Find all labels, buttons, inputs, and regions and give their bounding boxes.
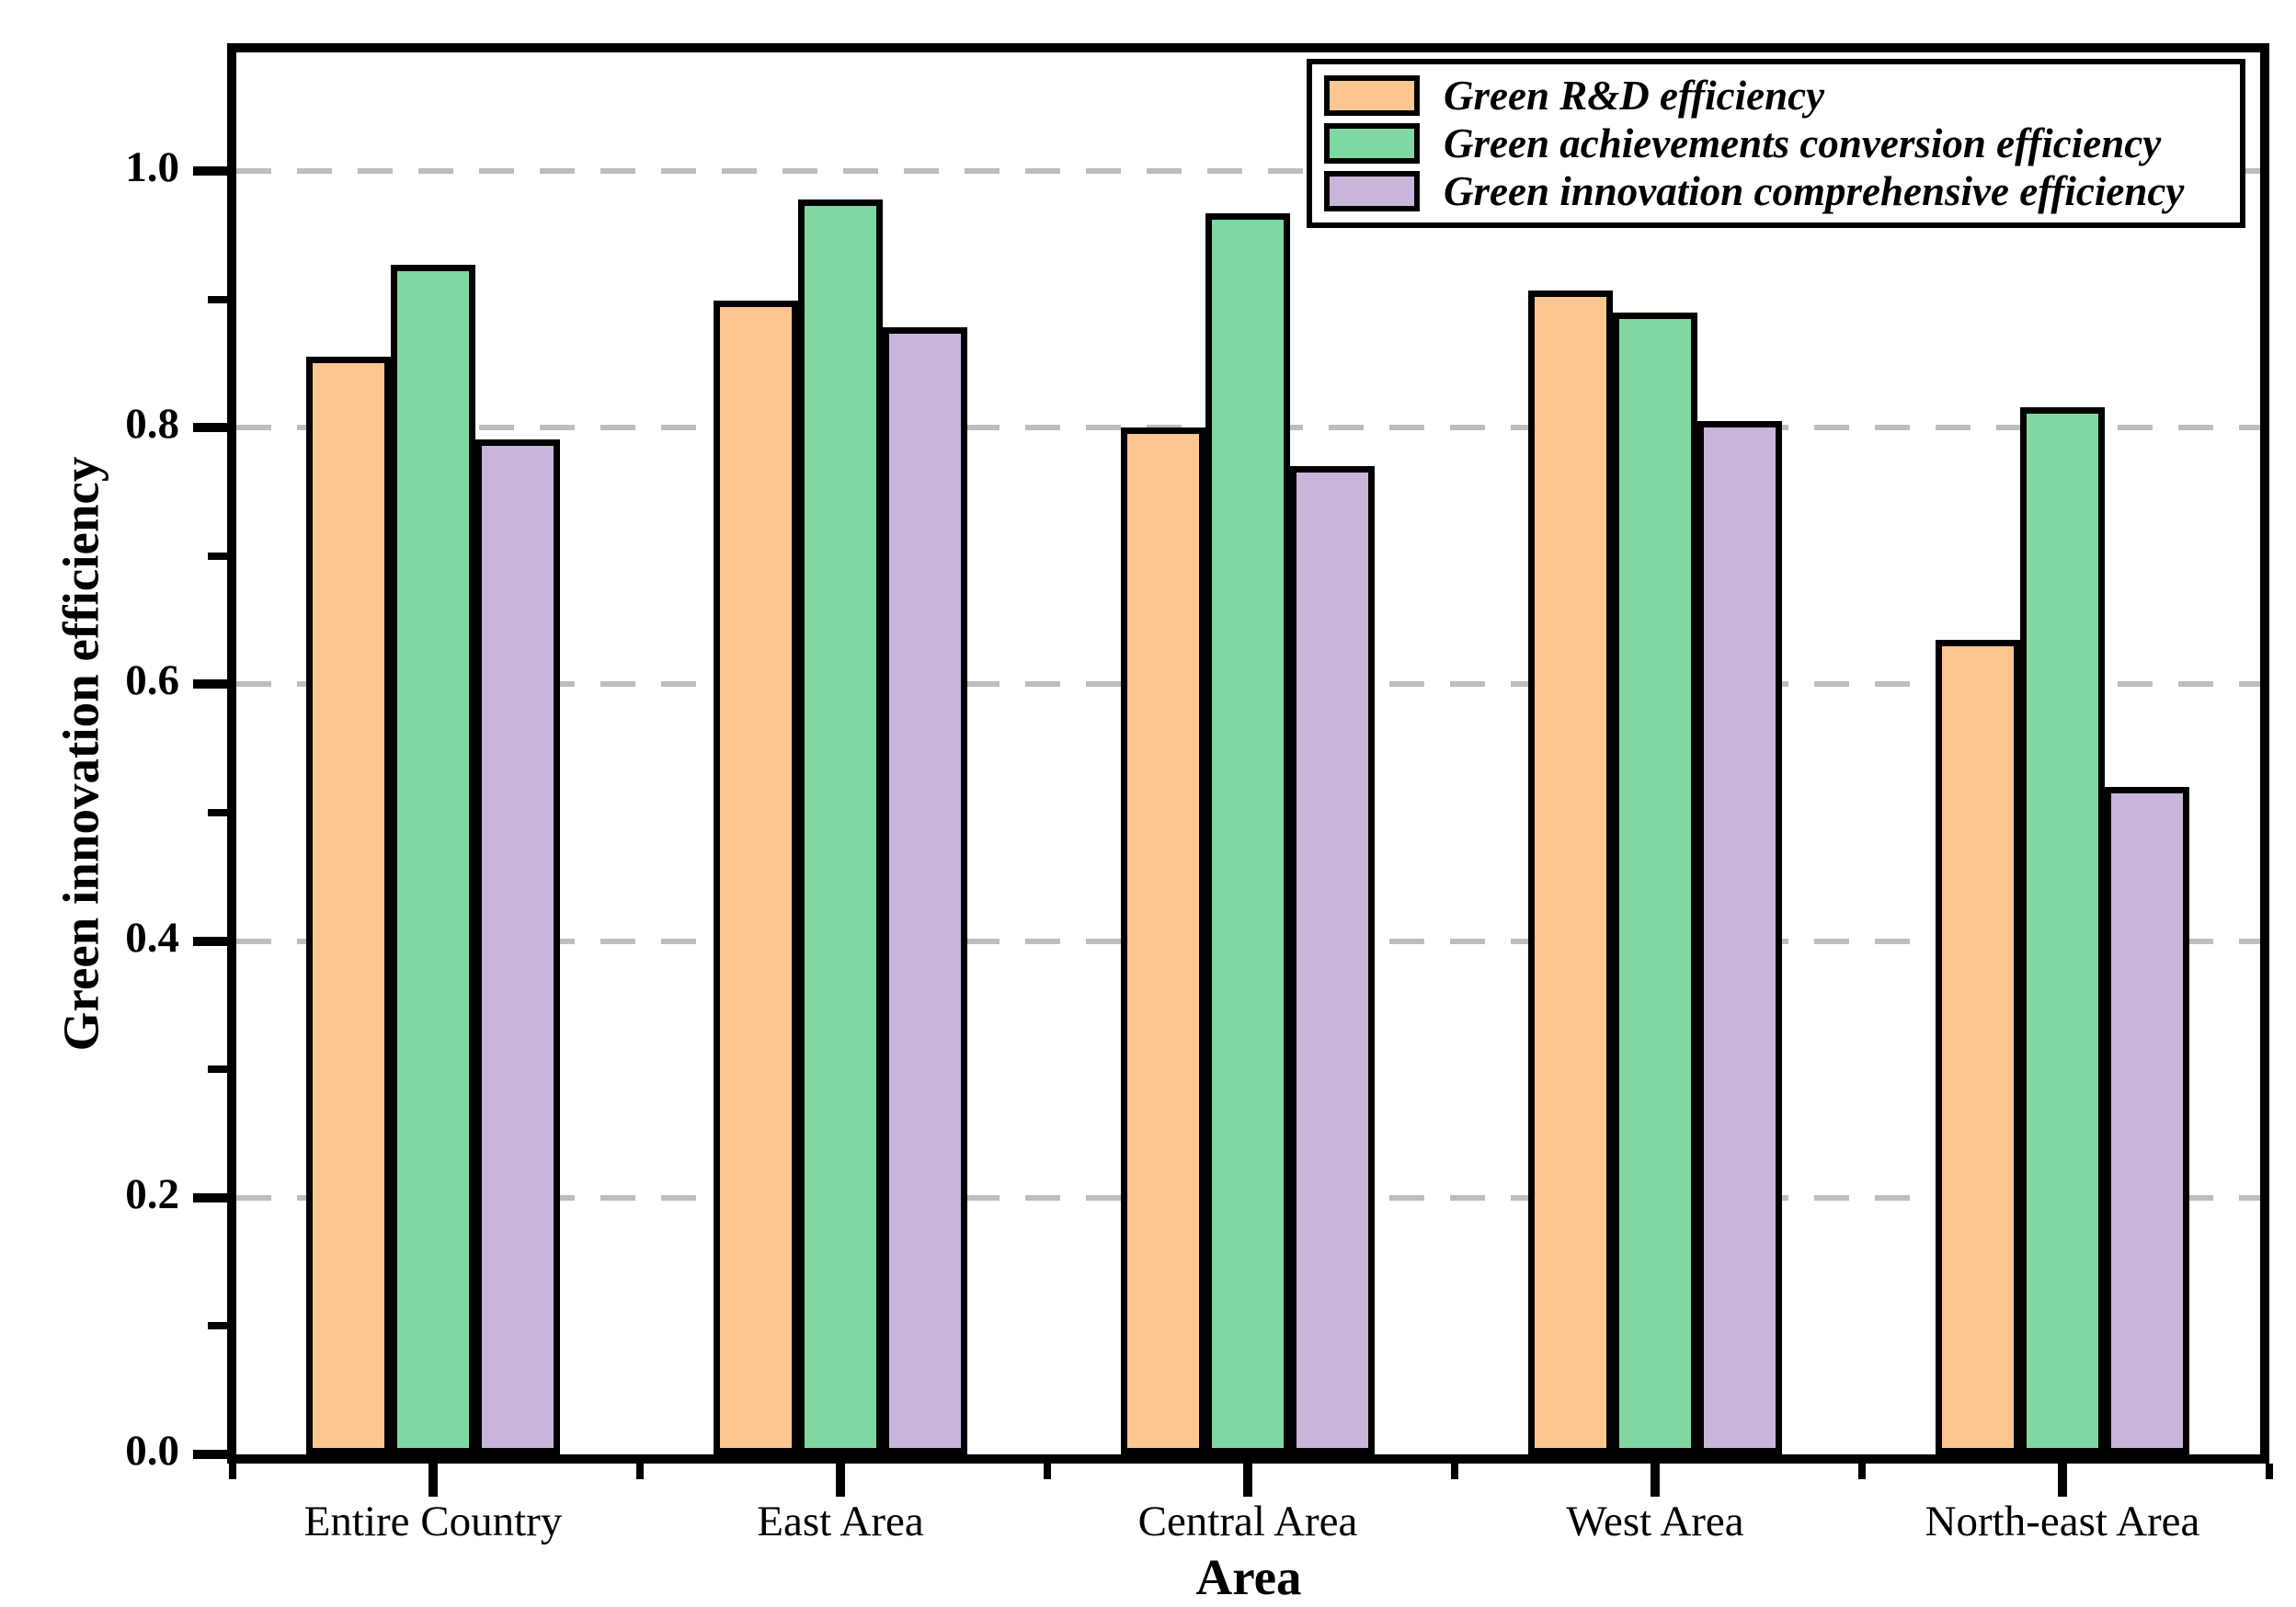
legend-item-1: Green achievements conversion efficiency	[1324, 120, 2227, 166]
x-major-tick-1	[836, 1464, 845, 1497]
x-minor-tick-4	[1858, 1464, 1866, 1479]
bars-layer	[236, 52, 2260, 1454]
x-minor-tick-3	[1451, 1464, 1458, 1479]
y-minor-tick-0.7	[208, 552, 227, 560]
y-major-tick-1	[193, 166, 227, 176]
bar-west-area-series-1	[1613, 313, 1697, 1454]
y-tick-label: 1.0	[125, 143, 179, 191]
y-tick-label: 0.2	[125, 1169, 179, 1218]
x-major-tick-0	[428, 1464, 438, 1497]
legend-swatch-2	[1324, 171, 1420, 211]
x-minor-tick-5	[2266, 1464, 2273, 1479]
legend-swatch-1	[1324, 123, 1420, 164]
y-tick-label: 0.4	[125, 913, 179, 962]
y-axis-title: Green innovation efficiency	[52, 456, 109, 1052]
bar-east-area-series-0	[714, 301, 798, 1454]
legend-label-1: Green achievements conversion efficiency	[1444, 120, 2162, 166]
x-tick-label-0: Entire Country	[303, 1498, 563, 1545]
y-minor-tick-0.5	[208, 809, 227, 816]
bar-central-area-series-2	[1290, 466, 1375, 1454]
gridline-1	[236, 168, 2260, 174]
legend-swatch-0	[1324, 75, 1420, 116]
bar-central-area-series-1	[1205, 213, 1290, 1454]
x-minor-tick-2	[1044, 1464, 1051, 1479]
legend-item-2: Green innovation comprehensive efficienc…	[1324, 167, 2227, 214]
bar-west-area-series-0	[1528, 291, 1613, 1454]
y-major-tick-0.4	[193, 936, 227, 946]
legend-item-0: Green R&D efficiency	[1324, 72, 2227, 119]
bar-entire-country-series-1	[391, 265, 475, 1454]
y-major-tick-0.2	[193, 1192, 227, 1202]
bar-north-east-area-series-1	[2020, 407, 2105, 1454]
y-major-tick-0.8	[193, 423, 227, 433]
x-tick-label-3: West Area	[1566, 1498, 1744, 1545]
y-minor-tick-0.1	[208, 1322, 227, 1330]
x-major-tick-4	[2058, 1464, 2067, 1497]
x-tick-label-4: North-east Area	[1925, 1498, 2200, 1545]
y-minor-tick-0.9	[208, 295, 227, 303]
y-tick-label: 0.6	[125, 656, 179, 705]
y-minor-tick-0.3	[208, 1066, 227, 1074]
legend-label-0: Green R&D efficiency	[1444, 72, 1825, 119]
x-minor-tick-0	[229, 1464, 236, 1479]
legend-label-2: Green innovation comprehensive efficienc…	[1444, 167, 2185, 214]
y-major-tick-0	[193, 1450, 227, 1459]
bar-east-area-series-1	[798, 199, 883, 1454]
y-tick-label: 0.0	[125, 1427, 179, 1475]
bar-east-area-series-2	[883, 327, 967, 1454]
bar-central-area-series-0	[1121, 427, 1205, 1454]
x-axis-title: Area	[1195, 1549, 1302, 1605]
legend: Green R&D efficiency Green achievements c…	[1307, 59, 2245, 228]
x-major-tick-3	[1651, 1464, 1660, 1497]
bar-entire-country-series-2	[475, 439, 560, 1454]
bar-north-east-area-series-2	[2105, 787, 2189, 1454]
x-minor-tick-1	[636, 1464, 644, 1479]
x-tick-label-1: East Area	[757, 1498, 924, 1545]
x-major-tick-2	[1243, 1464, 1252, 1497]
bar-north-east-area-series-0	[1936, 640, 2020, 1454]
bar-entire-country-series-0	[306, 357, 391, 1454]
y-tick-label: 0.8	[125, 400, 179, 449]
bar-west-area-series-2	[1697, 421, 1782, 1454]
x-tick-label-2: Central Area	[1137, 1498, 1358, 1545]
y-major-tick-0.6	[193, 679, 227, 690]
